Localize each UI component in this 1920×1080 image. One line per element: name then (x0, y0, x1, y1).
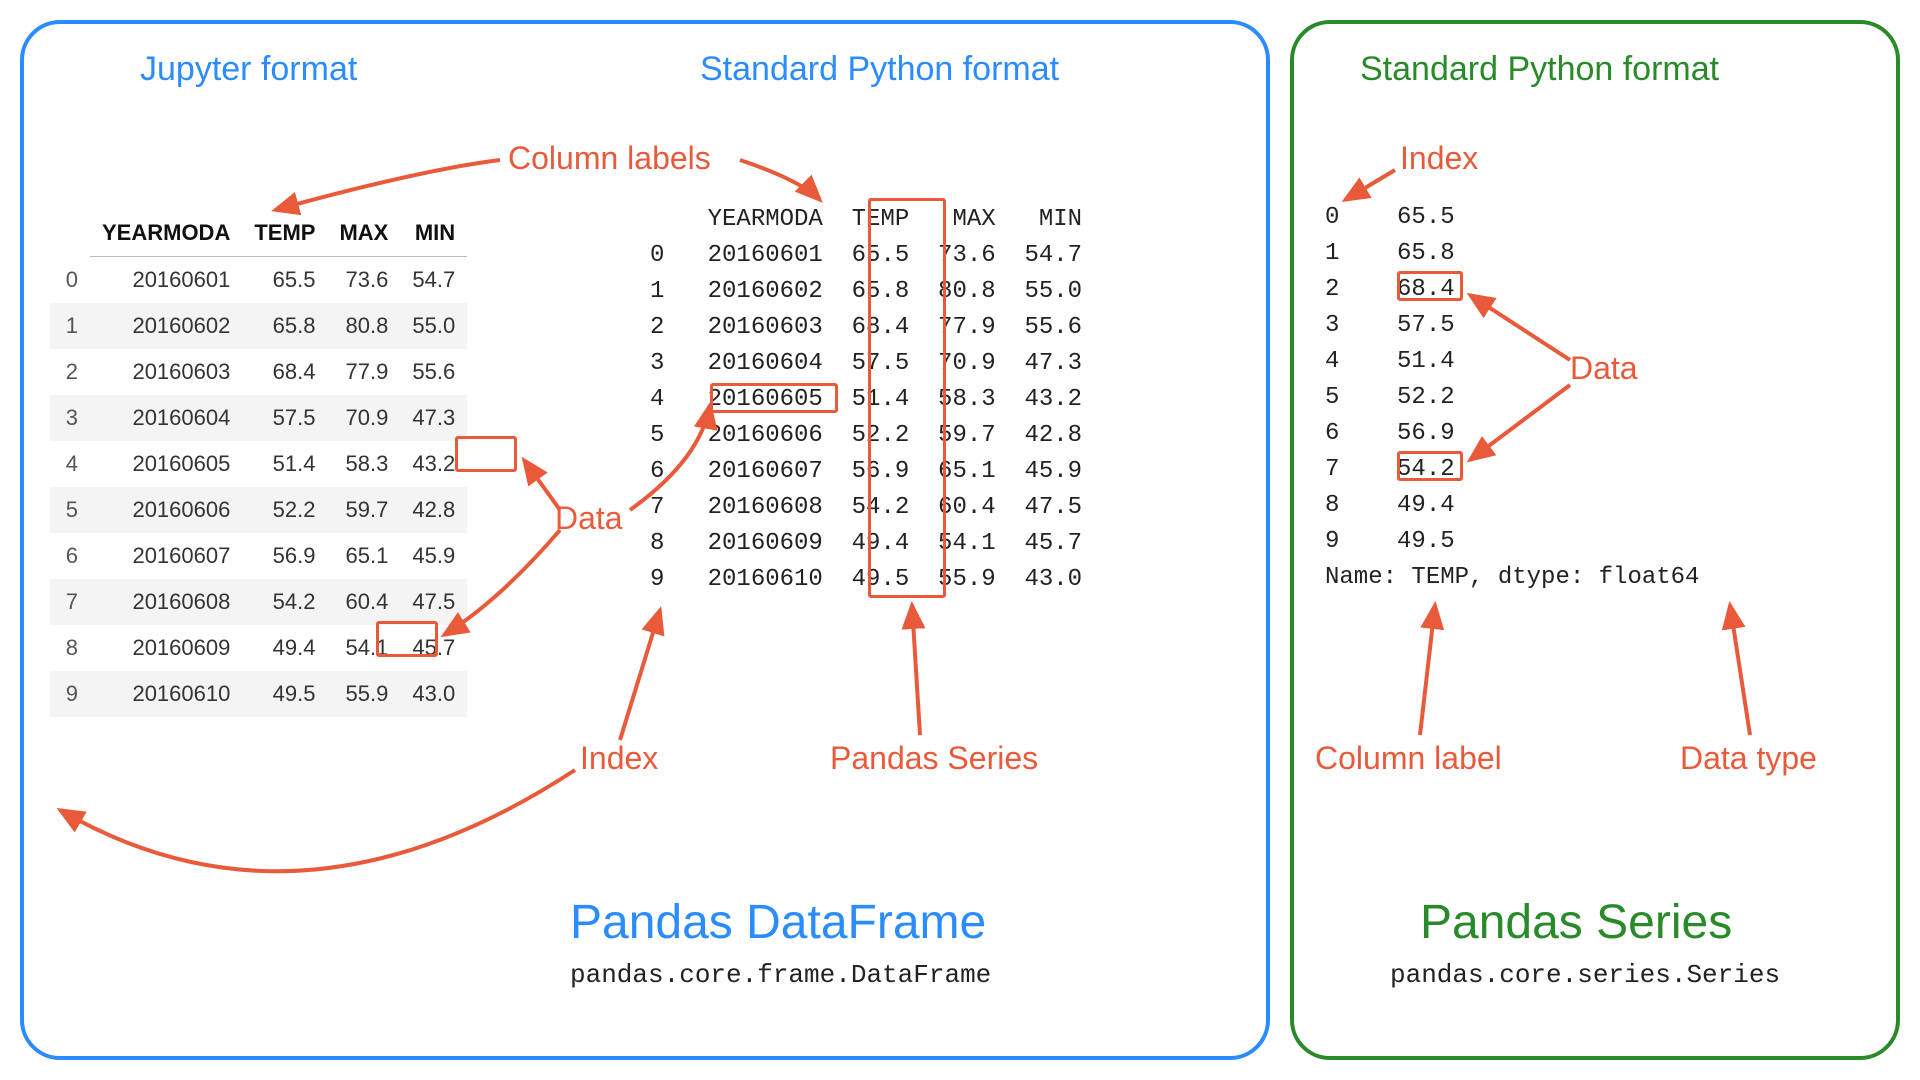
heading-jupyter-format: Jupyter format (140, 50, 357, 89)
cell-temp: 52.2 (242, 487, 327, 533)
anno-column-labels: Column labels (508, 140, 711, 177)
cell-yearmoda: 20160601 (90, 257, 242, 304)
cell-temp: 54.2 (242, 579, 327, 625)
cell-max: 59.7 (327, 487, 400, 533)
cell-max: 73.6 (327, 257, 400, 304)
anno-data-right: Data (1570, 350, 1638, 387)
table-row: 92016061049.555.943.0 (50, 671, 467, 717)
col-min: MIN (400, 210, 467, 257)
row-index: 1 (50, 303, 90, 349)
redbox-series_68_4 (1397, 271, 1463, 301)
cell-min: 47.5 (400, 579, 467, 625)
cell-yearmoda: 20160603 (90, 349, 242, 395)
row-index: 9 (50, 671, 90, 717)
cell-temp: 68.4 (242, 349, 327, 395)
redbox-jtable_min_47_3 (455, 436, 517, 472)
heading-std-python-left: Standard Python format (700, 50, 1059, 89)
title-series: Pandas Series (1420, 895, 1732, 950)
table-row: 22016060368.477.955.6 (50, 349, 467, 395)
cell-temp: 65.5 (242, 257, 327, 304)
table-row: 32016060457.570.947.3 (50, 395, 467, 441)
col-yearmoda: YEARMODA (90, 210, 242, 257)
cell-max: 65.1 (327, 533, 400, 579)
cell-max: 70.9 (327, 395, 400, 441)
row-index: 4 (50, 441, 90, 487)
row-index: 8 (50, 625, 90, 671)
cell-temp: 49.4 (242, 625, 327, 671)
classpath-series: pandas.core.series.Series (1390, 960, 1780, 990)
cell-min: 47.3 (400, 395, 467, 441)
cell-max: 80.8 (327, 303, 400, 349)
anno-pandas-series: Pandas Series (830, 740, 1038, 777)
cell-yearmoda: 20160609 (90, 625, 242, 671)
cell-yearmoda: 20160610 (90, 671, 242, 717)
row-index: 6 (50, 533, 90, 579)
anno-index-right: Index (1400, 140, 1478, 177)
title-dataframe: Pandas DataFrame (570, 895, 986, 950)
cell-temp: 65.8 (242, 303, 327, 349)
table-row: 02016060165.573.654.7 (50, 257, 467, 304)
table-row: 42016060551.458.343.2 (50, 441, 467, 487)
cell-min: 43.0 (400, 671, 467, 717)
cell-yearmoda: 20160608 (90, 579, 242, 625)
row-index: 7 (50, 579, 90, 625)
mono-series: 0 65.5 1 65.8 2 68.4 3 57.5 4 51.4 5 52.… (1325, 200, 1699, 596)
cell-max: 77.9 (327, 349, 400, 395)
row-index: 5 (50, 487, 90, 533)
cell-max: 58.3 (327, 441, 400, 487)
cell-yearmoda: 20160605 (90, 441, 242, 487)
col-temp: TEMP (242, 210, 327, 257)
classpath-dataframe: pandas.core.frame.DataFrame (570, 960, 991, 990)
anno-column-label: Column label (1315, 740, 1502, 777)
row-index: 2 (50, 349, 90, 395)
cell-temp: 56.9 (242, 533, 327, 579)
cell-temp: 57.5 (242, 395, 327, 441)
cell-min: 42.8 (400, 487, 467, 533)
row-index: 0 (50, 257, 90, 304)
table-row: 52016060652.259.742.8 (50, 487, 467, 533)
heading-std-python-right: Standard Python format (1360, 50, 1719, 89)
cell-min: 54.7 (400, 257, 467, 304)
cell-temp: 49.5 (242, 671, 327, 717)
col-max: MAX (327, 210, 400, 257)
cell-yearmoda: 20160604 (90, 395, 242, 441)
row-index: 3 (50, 395, 90, 441)
cell-yearmoda: 20160606 (90, 487, 242, 533)
cell-max: 55.9 (327, 671, 400, 717)
redbox-jtable_max_65_1 (376, 621, 438, 657)
redbox-df_temp_col (868, 198, 946, 598)
table-row: 12016060265.880.855.0 (50, 303, 467, 349)
cell-min: 45.9 (400, 533, 467, 579)
anno-index-left: Index (580, 740, 658, 777)
table-row: 62016060756.965.145.9 (50, 533, 467, 579)
anno-data-left: Data (555, 500, 623, 537)
redbox-series_54_2 (1397, 451, 1463, 481)
cell-min: 55.0 (400, 303, 467, 349)
cell-max: 60.4 (327, 579, 400, 625)
table-row: 72016060854.260.447.5 (50, 579, 467, 625)
redbox-df_yearmoda_4 (710, 383, 838, 413)
anno-data-type: Data type (1680, 740, 1817, 777)
cell-temp: 51.4 (242, 441, 327, 487)
cell-yearmoda: 20160607 (90, 533, 242, 579)
cell-yearmoda: 20160602 (90, 303, 242, 349)
cell-min: 55.6 (400, 349, 467, 395)
